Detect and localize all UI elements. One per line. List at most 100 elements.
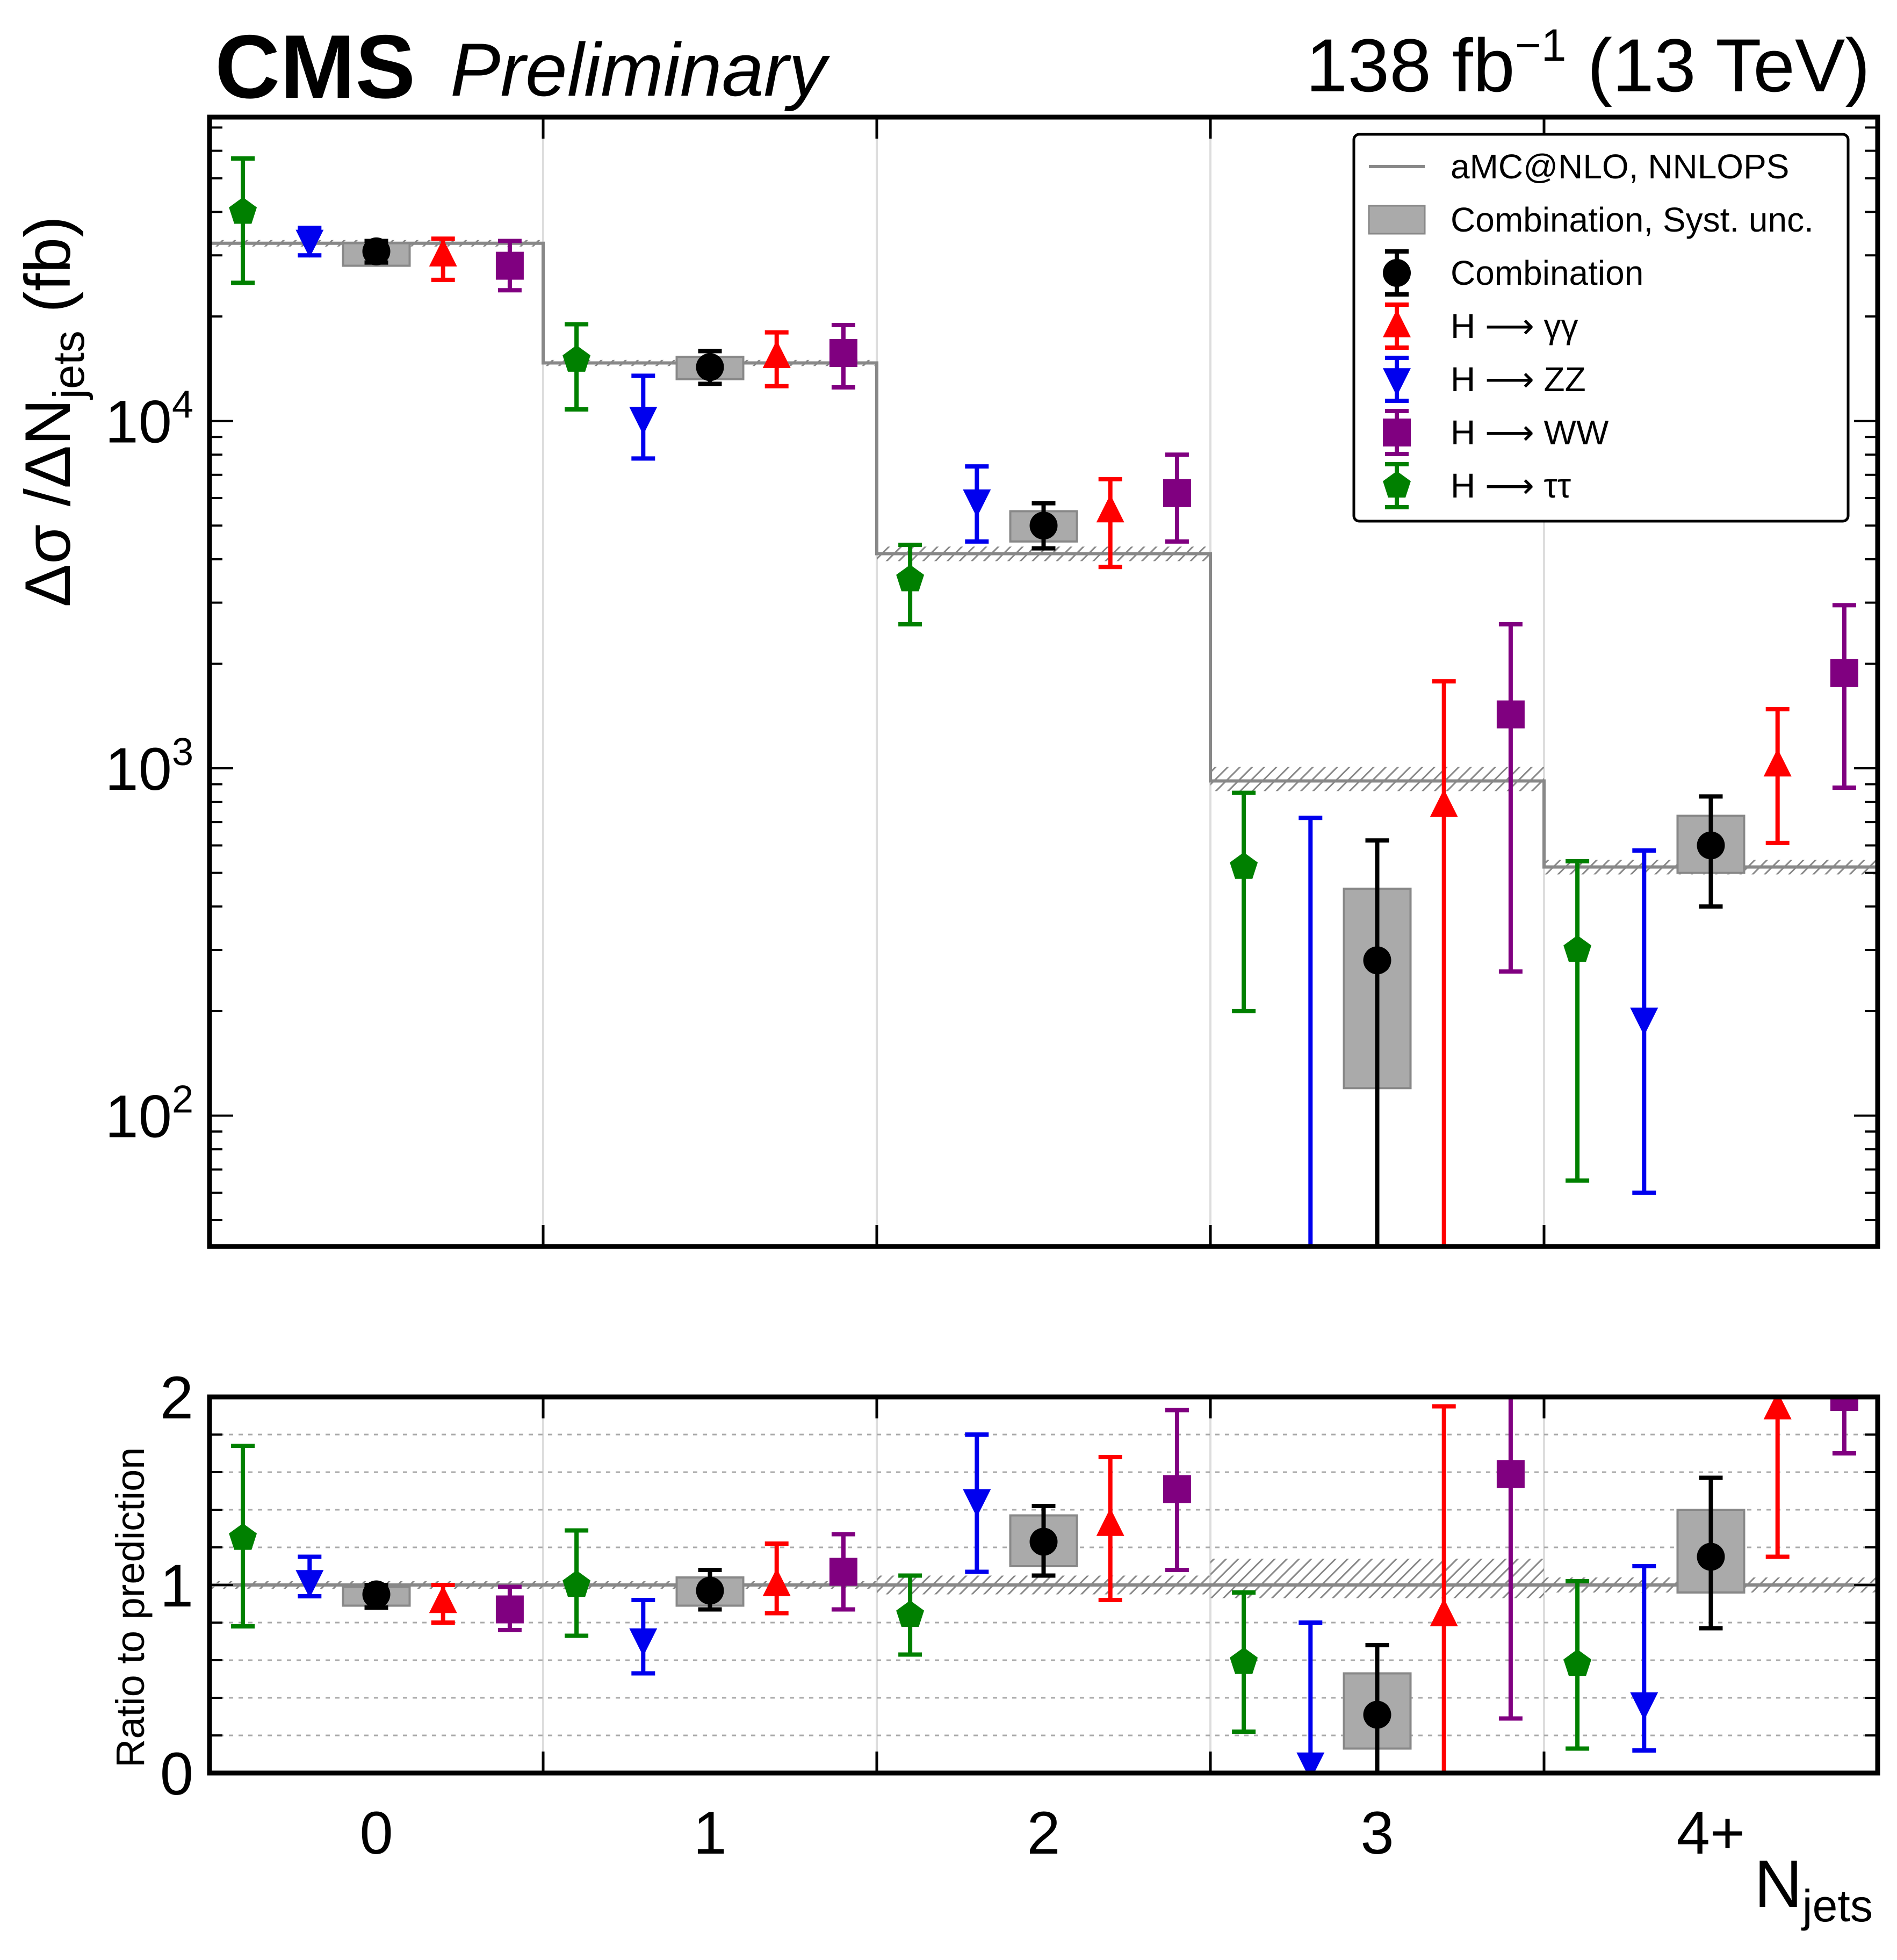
legend-label: Combination bbox=[1451, 254, 1643, 292]
series-hgg bbox=[429, 1397, 1792, 1773]
legend-label: H ⟶ ZZ bbox=[1451, 360, 1586, 399]
series-hzz bbox=[295, 226, 1658, 1246]
data-point bbox=[1430, 1598, 1458, 1626]
data-point bbox=[229, 1523, 257, 1550]
data-point bbox=[1163, 1475, 1191, 1503]
data-point bbox=[429, 1585, 457, 1613]
legend-label: H ⟶ γγ bbox=[1451, 307, 1578, 345]
status-label: Preliminary bbox=[450, 27, 827, 112]
legend-entry: H ⟶ ZZ bbox=[1383, 356, 1586, 403]
data-point bbox=[1763, 1397, 1792, 1419]
data-point bbox=[1163, 479, 1191, 507]
data-point bbox=[1363, 946, 1391, 975]
data-point bbox=[963, 1489, 991, 1517]
data-point bbox=[1096, 1508, 1124, 1536]
data-point bbox=[229, 197, 257, 224]
legend-entry: Combination bbox=[1383, 249, 1643, 297]
x-axis-label-sub: jets bbox=[1802, 1880, 1873, 1931]
data-point bbox=[1563, 935, 1592, 962]
data-point bbox=[696, 1576, 724, 1605]
y-tick-label: 1 bbox=[160, 1552, 193, 1619]
data-point bbox=[429, 239, 457, 267]
x-tick-label: 2 bbox=[1027, 1799, 1060, 1867]
series-hgg bbox=[429, 236, 1792, 1246]
data-point bbox=[1230, 1647, 1258, 1674]
data-point bbox=[629, 1628, 658, 1656]
legend-entry: H ⟶ WW bbox=[1383, 409, 1609, 456]
lumi-value: 138 fb bbox=[1305, 23, 1515, 107]
luminosity-label: 138 fb−1 (13 TeV) bbox=[1305, 23, 1870, 103]
legend-entry: Combination, Syst. unc. bbox=[1368, 200, 1814, 239]
data-point bbox=[1363, 1700, 1391, 1729]
prediction-unc-band bbox=[1210, 767, 1544, 791]
data-point bbox=[1230, 852, 1258, 879]
data-point bbox=[629, 407, 658, 435]
panel-frame bbox=[207, 114, 1880, 1249]
legend: aMC@NLO, NNLOPS Combination, Syst. unc. Co… bbox=[1352, 133, 1850, 523]
legend-label: aMC@NLO, NNLOPS bbox=[1451, 147, 1789, 186]
x-tick-label: 1 bbox=[693, 1799, 726, 1867]
series-combination bbox=[342, 1475, 1745, 1773]
legend-swatch-marker bbox=[1383, 368, 1411, 397]
data-point bbox=[295, 229, 324, 258]
data-point bbox=[1697, 831, 1725, 860]
x-axis-label-main: N bbox=[1754, 1847, 1802, 1921]
x-axis-label: Njets bbox=[1754, 1851, 1873, 1928]
y-tick-label-exponent: 3 bbox=[172, 731, 193, 774]
data-point bbox=[1763, 748, 1792, 777]
data-point bbox=[1430, 789, 1458, 817]
y-tick-label: 104 bbox=[105, 384, 193, 456]
data-point bbox=[1296, 1752, 1325, 1773]
legend-box bbox=[1352, 133, 1850, 523]
data-point bbox=[1029, 1527, 1058, 1556]
energy-label: (13 TeV) bbox=[1587, 23, 1870, 107]
plot-area bbox=[210, 1397, 1878, 1773]
data-point bbox=[1630, 1692, 1658, 1720]
data-point bbox=[896, 565, 925, 592]
series-combination bbox=[342, 237, 1745, 1246]
data-point bbox=[829, 339, 857, 367]
data-point bbox=[762, 340, 791, 369]
legend-label: Combination, Syst. unc. bbox=[1451, 200, 1814, 239]
data-point bbox=[696, 353, 724, 381]
legend-entry: aMC@NLO, NNLOPS bbox=[1369, 147, 1789, 186]
data-point bbox=[1563, 1649, 1592, 1676]
lumi-exponent: −1 bbox=[1514, 20, 1567, 70]
y-tick-label-exponent: 2 bbox=[172, 1078, 193, 1121]
y-tick-label: 0 bbox=[160, 1740, 193, 1807]
legend-label: H ⟶ ττ bbox=[1451, 466, 1571, 505]
legend-swatch-marker bbox=[1383, 309, 1411, 337]
prediction-unc-band bbox=[1210, 1559, 1544, 1598]
data-point bbox=[1630, 1007, 1658, 1036]
legend-entry: H ⟶ ττ bbox=[1383, 462, 1571, 509]
data-point bbox=[1029, 511, 1058, 540]
data-point bbox=[1830, 659, 1858, 687]
x-tick-label: 0 bbox=[359, 1799, 393, 1867]
data-point bbox=[1697, 1543, 1725, 1571]
experiment-label: CMS bbox=[215, 16, 416, 117]
data-point bbox=[1496, 1460, 1525, 1488]
series-hzz bbox=[295, 1432, 1658, 1773]
prediction-line bbox=[210, 241, 1878, 869]
data-point bbox=[896, 1600, 925, 1627]
data-point bbox=[495, 1595, 524, 1624]
series-htt bbox=[229, 1444, 1592, 1751]
data-point bbox=[1096, 494, 1124, 523]
series-htt bbox=[229, 156, 1592, 1183]
x-tick-label: 4+ bbox=[1677, 1799, 1745, 1867]
data-point bbox=[829, 1558, 857, 1586]
plot-area bbox=[210, 156, 1878, 1246]
data-point bbox=[762, 1568, 791, 1596]
legend-entry: H ⟶ γγ bbox=[1383, 302, 1578, 350]
data-point bbox=[362, 237, 391, 265]
legend-swatch-marker bbox=[1383, 259, 1411, 287]
legend-swatch-marker bbox=[1383, 471, 1411, 498]
x-tick-label: 3 bbox=[1360, 1799, 1394, 1867]
data-point bbox=[562, 1570, 591, 1597]
panel-frame bbox=[207, 1394, 1880, 1776]
data-point bbox=[963, 489, 991, 517]
y-tick-label: 2 bbox=[160, 1364, 193, 1431]
data-point bbox=[295, 1570, 324, 1598]
